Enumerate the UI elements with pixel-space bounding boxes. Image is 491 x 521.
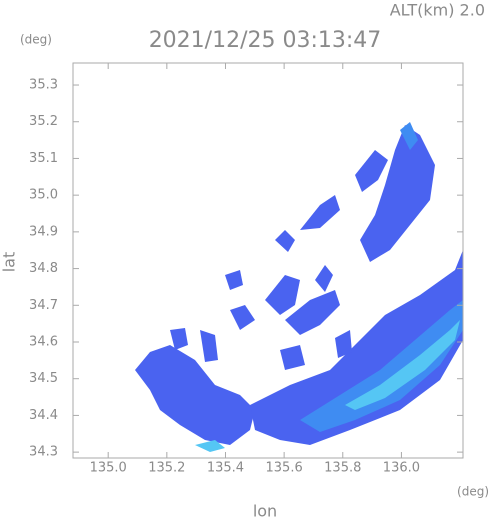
x-axis-label: lon: [253, 502, 277, 521]
y-unit: (deg): [20, 33, 52, 47]
y-tick-label: 35.2: [29, 114, 58, 129]
chart-title: 2021/12/25 03:13:47: [149, 28, 382, 53]
x-tick-label: 135.4: [207, 461, 244, 476]
y-tick-label: 34.9: [29, 224, 58, 239]
y-tick-label: 34.4: [29, 408, 58, 423]
x-tick-label: 136.0: [383, 461, 420, 476]
y-tick-label: 35.1: [29, 151, 58, 166]
radar-echoes: [135, 122, 463, 452]
y-tick-label: 34.7: [29, 298, 58, 313]
y-axis-label: lat: [0, 252, 19, 273]
y-tick-label: 34.3: [29, 445, 58, 460]
y-tick-label: 35.0: [29, 188, 58, 203]
y-tick-label: 34.6: [29, 334, 58, 349]
y-tick-label: 34.8: [29, 261, 58, 276]
plot-frame: [72, 62, 464, 459]
x-tick-label: 135.6: [266, 461, 303, 476]
y-tick-label: 35.3: [29, 78, 58, 93]
y-tick-label: 34.5: [29, 371, 58, 386]
x-unit: (deg): [457, 485, 489, 499]
x-tick-label: 135.8: [324, 461, 361, 476]
altitude-label: ALT(km) 2.0: [390, 1, 485, 20]
x-tick-label: 135.2: [148, 461, 185, 476]
x-tick-label: 135.0: [90, 461, 127, 476]
